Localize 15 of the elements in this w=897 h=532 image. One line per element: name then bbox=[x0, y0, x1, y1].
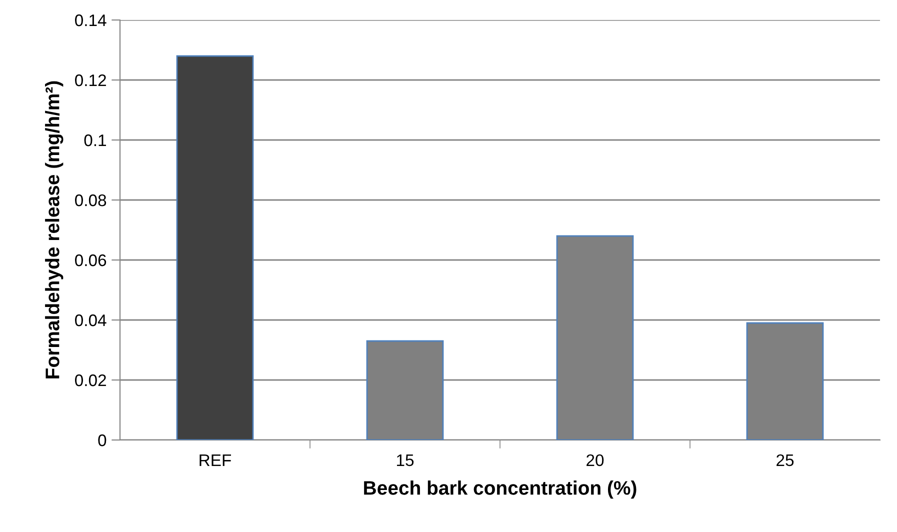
x-tick-label: 20 bbox=[586, 454, 604, 466]
y-tick-label: 0.1 bbox=[84, 134, 106, 146]
x-tick-label: REF bbox=[200, 454, 231, 466]
y-tick-label: 0.04 bbox=[75, 314, 106, 326]
y-axis-title: Formaldehyde release (mg/h/m²) bbox=[45, 81, 64, 378]
y-tick-label: 0.08 bbox=[75, 194, 106, 206]
bar bbox=[176, 55, 254, 440]
x-tick-label: 15 bbox=[397, 454, 414, 466]
y-tick-label: 0.02 bbox=[75, 374, 106, 386]
y-tick-label: 0.12 bbox=[75, 74, 106, 86]
x-axis-title: Beech bark concentration (%) bbox=[364, 480, 636, 499]
x-tick-label: 25 bbox=[776, 454, 794, 466]
y-tick-label: 0 bbox=[98, 434, 106, 446]
y-tick-label: 0.06 bbox=[75, 254, 106, 266]
y-tick-label: 0.14 bbox=[75, 14, 106, 26]
